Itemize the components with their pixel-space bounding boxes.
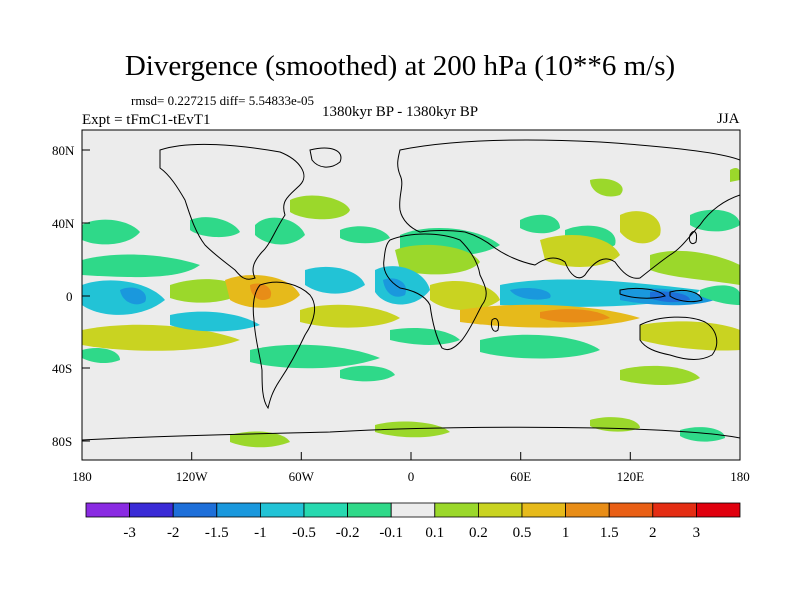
lon-label: 120W (176, 469, 209, 484)
field-patch (120, 287, 146, 305)
africa-outline (383, 233, 487, 351)
field-patch (590, 178, 623, 197)
colorbar-label: 0.5 (513, 525, 532, 541)
field-patch (650, 250, 740, 285)
japan-outline (689, 231, 697, 245)
eurasia-outline (397, 139, 740, 279)
field-patch (190, 217, 240, 238)
field-patch (250, 344, 380, 369)
lon-label: 120E (617, 469, 645, 484)
field-patch (640, 321, 740, 351)
lat-label: 40N (52, 216, 75, 231)
colorbar-label: 3 (693, 525, 701, 541)
field-patch (395, 244, 480, 275)
colorbar-label: -3 (123, 525, 136, 541)
madagascar-outline (491, 317, 499, 332)
field-patch (730, 168, 740, 182)
field-patch (255, 217, 305, 245)
field-patch (250, 283, 272, 301)
greenland-outline (309, 147, 342, 168)
colorbar-label: 1 (562, 525, 570, 541)
colorbar-label: 0.2 (469, 525, 488, 541)
field-patch (690, 209, 740, 232)
lat-label: 0 (66, 289, 73, 304)
field-patch (305, 266, 365, 294)
lat-label: 40S (52, 361, 72, 376)
field-patch (375, 421, 450, 438)
colorbar-swatch (129, 502, 174, 518)
field-patch (170, 279, 245, 303)
lon-label: 60E (510, 469, 531, 484)
colorbar-label: -0.1 (379, 525, 403, 541)
plot-title: Divergence (smoothed) at 200 hPa (10**6 … (124, 50, 676, 82)
colorbar-swatch (347, 502, 392, 518)
lon-label: 180 (730, 469, 750, 484)
field-patch (680, 427, 725, 442)
lat-label: 80N (52, 143, 75, 158)
field-patch (700, 285, 740, 305)
new-guinea-outline (669, 289, 703, 303)
field-patch (230, 431, 290, 448)
field-patch (390, 328, 460, 345)
colorbar-swatch (696, 502, 741, 518)
field-patch (82, 348, 120, 364)
south-america-outline (252, 281, 316, 410)
colorbar-label: 1.5 (600, 525, 619, 541)
field-patch (510, 287, 551, 300)
field-patch (290, 195, 350, 220)
coastlines (82, 139, 740, 441)
field-patch (650, 291, 690, 303)
colorbar (85, 502, 741, 518)
colorbar-swatch (85, 502, 130, 518)
field-patch (170, 311, 260, 332)
colorbar-swatch (434, 502, 479, 518)
colorbar-labels: -3 -2 -1.5 -1 -0.5 -0.2 -0.1 0.1 0.2 0.5 1 1.5 2 3 (123, 525, 700, 541)
colorbar-label: -0.2 (336, 525, 360, 541)
season-label: JJA (717, 111, 740, 127)
colorbar-swatch (652, 502, 697, 518)
colorbar-swatch (216, 502, 261, 518)
colorbar-label: -1 (254, 525, 267, 541)
colorbar-swatch (303, 502, 348, 518)
colorbar-label: 2 (649, 525, 657, 541)
lon-label: 180 (72, 469, 92, 484)
field-patch (82, 324, 240, 351)
period-label: 1380kyr BP - 1380kyr BP (322, 104, 479, 120)
field-patch (340, 365, 395, 382)
colorbar-swatch (259, 502, 305, 518)
colorbar-swatch (172, 502, 218, 518)
colorbar-label: -2 (167, 525, 180, 541)
field-patch (540, 309, 610, 323)
field-patch (82, 219, 140, 245)
lon-label: 0 (408, 469, 415, 484)
colorbar-swatch (521, 502, 566, 518)
field-patch (340, 226, 390, 244)
field-patch (620, 211, 661, 244)
field-patch (430, 280, 500, 311)
colorbar-swatch (608, 502, 654, 518)
lat-label: 80S (52, 434, 72, 449)
colorbar-label: -1.5 (205, 525, 229, 541)
colorbar-swatch (390, 502, 436, 518)
field-patch (300, 304, 400, 328)
colorbar-swatch (565, 502, 610, 518)
lon-label: 60W (289, 469, 315, 484)
stats-text: rmsd= 0.227215 diff= 5.54833e-05 (131, 93, 315, 108)
indonesia-outline (619, 287, 666, 299)
field-patch (383, 278, 406, 297)
field-patch (620, 365, 700, 385)
field-patch (82, 254, 200, 278)
australia-outline (639, 316, 718, 360)
experiment-label: Expt = tFmC1-tEvT1 (82, 112, 211, 128)
colorbar-label: 0.1 (425, 525, 444, 541)
colorbar-label: -0.5 (292, 525, 316, 541)
colorbar-swatch (477, 502, 523, 518)
antarctica-outline (82, 426, 740, 441)
field-patch (520, 214, 560, 234)
north-america-outline (159, 143, 305, 280)
contour-fields (82, 168, 740, 448)
field-patch (480, 334, 600, 359)
